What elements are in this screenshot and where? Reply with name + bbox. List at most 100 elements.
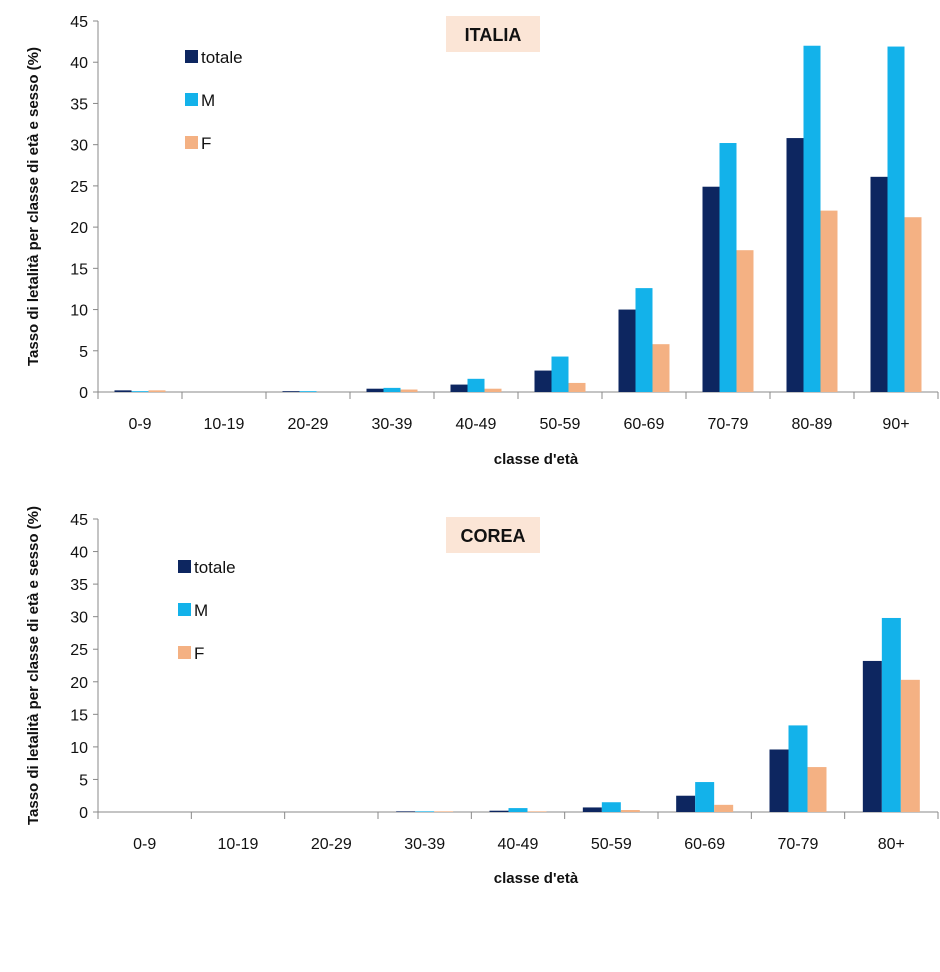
bar-totale-0-9 — [114, 390, 132, 392]
bar-m-50-59 — [551, 356, 569, 392]
bar-f-80+ — [900, 679, 920, 812]
y-tick-label: 0 — [79, 385, 88, 402]
x-tick-label: 80+ — [878, 836, 905, 853]
legend-label-f: F — [201, 134, 211, 153]
x-tick-label: 90+ — [882, 416, 909, 433]
bar-f-90+ — [904, 217, 922, 392]
x-tick-label: 30-39 — [404, 836, 445, 853]
bar-m-30-39 — [415, 811, 435, 812]
bar-f-50-59 — [620, 810, 640, 812]
x-tick-label: 20-29 — [288, 416, 329, 433]
legend-swatch-m — [178, 603, 191, 616]
bar-totale-40-49 — [489, 810, 509, 812]
bar-m-60-69 — [635, 288, 653, 392]
y-tick-label: 25 — [70, 642, 88, 659]
bar-totale-40-49 — [450, 384, 468, 392]
legend-label-totale: totale — [194, 558, 236, 577]
legend-label-f: F — [194, 644, 204, 663]
x-tick-label: 70-79 — [778, 836, 819, 853]
bar-m-80-89 — [803, 45, 821, 392]
bar-f-0-9 — [148, 390, 166, 392]
bar-totale-90+ — [870, 176, 888, 392]
bar-totale-80+ — [862, 660, 882, 812]
bar-f-40-49 — [527, 811, 547, 812]
x-axis-label: classe d'età — [494, 870, 579, 887]
y-axis-label: Tasso di letalità per classe di età e se… — [25, 506, 42, 825]
bar-f-30-39 — [434, 811, 454, 812]
x-tick-label: 0-9 — [133, 836, 156, 853]
x-tick-label: 50-59 — [591, 836, 632, 853]
legend-label-totale: totale — [201, 48, 243, 67]
y-tick-label: 20 — [70, 220, 88, 237]
y-tick-label: 35 — [70, 577, 88, 594]
bar-totale-20-29 — [282, 391, 300, 392]
bar-m-90+ — [887, 46, 905, 393]
y-tick-label: 15 — [70, 707, 88, 724]
bar-f-70-79 — [807, 767, 827, 812]
y-tick-label: 30 — [70, 610, 88, 627]
x-tick-label: 40-49 — [456, 416, 497, 433]
bar-f-40-49 — [484, 388, 502, 392]
bar-f-70-79 — [736, 250, 754, 392]
x-axis-label: classe d'età — [494, 451, 579, 468]
legend-label-m: M — [194, 601, 208, 620]
bar-totale-70-79 — [769, 749, 789, 812]
chart-title-box — [446, 16, 540, 52]
y-tick-label: 25 — [70, 179, 88, 196]
y-tick-label: 10 — [70, 740, 88, 757]
x-tick-label: 60-69 — [684, 836, 725, 853]
chart-title: COREA — [460, 526, 525, 546]
y-axis-label: Tasso di letalità per classe di età e se… — [25, 47, 42, 366]
x-tick-label: 80-89 — [792, 416, 833, 433]
bar-f-30-39 — [400, 389, 418, 392]
bar-totale-70-79 — [702, 186, 720, 392]
legend-swatch-f — [185, 136, 198, 149]
y-tick-label: 40 — [70, 55, 88, 72]
legend-swatch-m — [185, 93, 198, 106]
x-tick-label: 30-39 — [372, 416, 413, 433]
bar-f-60-69 — [714, 804, 734, 812]
x-tick-label: 0-9 — [128, 416, 151, 433]
bar-m-0-9 — [131, 391, 149, 392]
x-tick-label: 40-49 — [498, 836, 539, 853]
x-tick-label: 60-69 — [624, 416, 665, 433]
bar-f-80-89 — [820, 210, 838, 392]
bar-m-50-59 — [601, 802, 621, 812]
x-tick-label: 10-19 — [204, 416, 245, 433]
y-tick-label: 35 — [70, 96, 88, 113]
legend-swatch-f — [178, 646, 191, 659]
bar-totale-50-59 — [534, 370, 552, 392]
x-tick-label: 10-19 — [218, 836, 259, 853]
bar-m-30-39 — [383, 387, 401, 392]
y-tick-label: 40 — [70, 545, 88, 562]
x-tick-label: 50-59 — [540, 416, 581, 433]
bar-totale-80-89 — [786, 138, 804, 392]
chart-title-box — [446, 517, 540, 553]
bar-m-40-49 — [467, 378, 485, 392]
bar-m-40-49 — [508, 808, 528, 812]
chart-title: ITALIA — [465, 25, 522, 45]
legend-swatch-totale — [185, 50, 198, 63]
y-tick-label: 20 — [70, 675, 88, 692]
bar-m-80+ — [881, 617, 901, 812]
y-tick-label: 10 — [70, 303, 88, 320]
bar-f-50-59 — [568, 382, 586, 392]
bar-totale-50-59 — [582, 807, 602, 812]
chart-corea: 0 5 10 15 20 25 30 35 40 45 0-9 10-19 20-29 30-39 40-4… — [25, 506, 939, 887]
bar-m-20-29 — [299, 391, 317, 392]
x-tick-label: 70-79 — [708, 416, 749, 433]
bar-totale-30-39 — [366, 388, 384, 392]
legend-swatch-totale — [178, 560, 191, 573]
legend-label-m: M — [201, 91, 215, 110]
bar-totale-60-69 — [618, 309, 636, 392]
bar-m-70-79 — [788, 725, 808, 812]
bar-totale-30-39 — [396, 811, 416, 812]
y-tick-label: 45 — [70, 512, 88, 529]
y-tick-label: 0 — [79, 805, 88, 822]
y-tick-label: 5 — [79, 344, 88, 361]
y-tick-label: 45 — [70, 14, 88, 31]
bar-totale-60-69 — [676, 795, 696, 812]
bar-m-60-69 — [695, 782, 715, 812]
bar-f-60-69 — [652, 344, 670, 392]
